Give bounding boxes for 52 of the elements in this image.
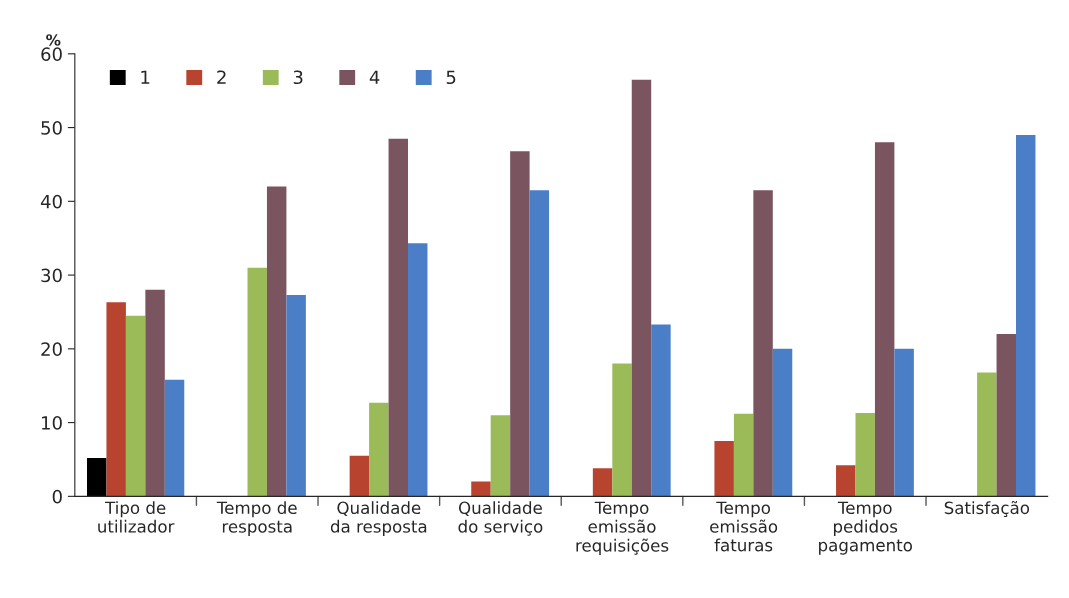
bar: [471, 481, 491, 497]
x-tick-label: Tempo emissão faturas: [710, 501, 778, 552]
x-tick-label: Satisfação: [944, 500, 1030, 518]
bar: [125, 315, 146, 497]
bar: [836, 465, 856, 497]
bar: [1016, 134, 1036, 497]
bar: [772, 348, 793, 497]
bar: [733, 413, 754, 497]
bar: [106, 302, 126, 497]
bar: [266, 186, 287, 497]
bar: [388, 138, 409, 497]
y-tick-label: 40: [40, 194, 62, 209]
bar: [490, 415, 511, 497]
x-tick-label: Tempo emissão requisições: [576, 501, 669, 555]
bar: [996, 334, 1016, 497]
bar: [349, 455, 370, 497]
legend-label: 2: [217, 70, 226, 84]
x-tick-label: Tipo de utilizador: [98, 501, 175, 533]
bar: [612, 363, 632, 497]
x-tick-label: Tempo pedidos pagamento: [819, 501, 912, 555]
bar: [369, 402, 389, 497]
bar: [592, 468, 613, 497]
bar: [753, 190, 773, 497]
y-tick-label: 60: [41, 47, 62, 61]
y-tick-label: 50: [41, 121, 62, 135]
bar: [894, 348, 914, 497]
bar: [510, 151, 530, 497]
x-tick-label: Qualidade do serviço: [458, 501, 543, 536]
legend-label: 5: [446, 70, 456, 85]
bar: [408, 243, 428, 497]
y-tick-label: 10: [42, 416, 62, 430]
y-axis-title: %: [46, 34, 61, 46]
bar: [164, 379, 185, 497]
bar: [529, 190, 550, 497]
bar: [977, 372, 997, 497]
y-tick-label: 0: [52, 489, 62, 504]
bar: [714, 441, 734, 497]
bar: [651, 324, 671, 497]
bar: [247, 267, 267, 497]
bar: [86, 457, 107, 497]
bar: [286, 294, 306, 497]
bar: [631, 79, 652, 497]
y-tick-label: 20: [41, 342, 62, 356]
legend-label: 3: [293, 70, 303, 85]
x-tick-label: Qualidade da resposta: [330, 501, 427, 536]
y-tick-label: 30: [41, 268, 62, 283]
bar: [145, 289, 165, 497]
bar: [855, 413, 875, 497]
x-tick-label: Tempo de resposta: [216, 501, 297, 536]
bar: [874, 142, 895, 497]
legend-label: 4: [369, 70, 380, 84]
legend-label: 1: [141, 70, 150, 84]
